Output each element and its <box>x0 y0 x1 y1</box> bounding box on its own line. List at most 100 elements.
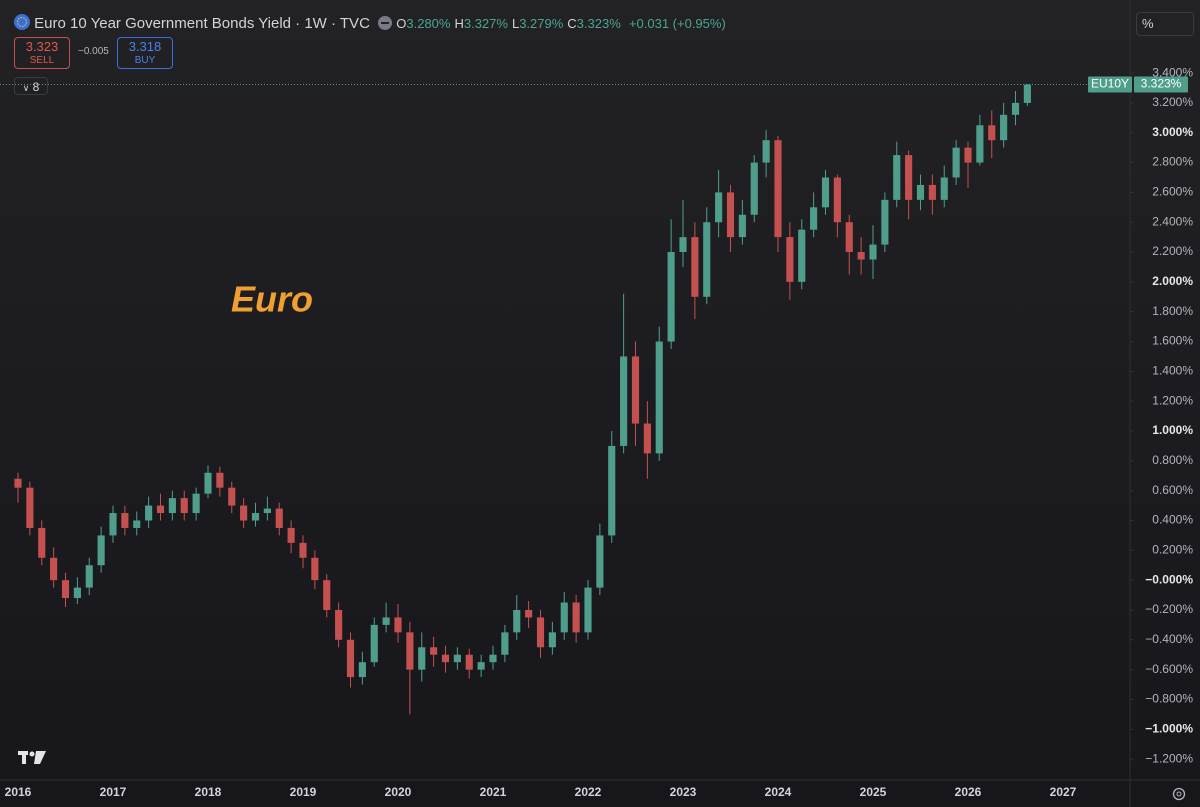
sell-label: SELL <box>29 55 55 66</box>
candle-body <box>750 162 758 215</box>
y-tick-label: 0.400% <box>1152 513 1193 527</box>
y-tick-label: −0.400% <box>1145 632 1193 646</box>
candle-body <box>275 508 283 528</box>
candle-body <box>263 508 271 514</box>
candle-body <box>370 624 378 663</box>
candle-body <box>335 609 343 640</box>
candle-body <box>584 587 592 633</box>
candle-body <box>631 356 640 424</box>
candle-body <box>833 177 841 223</box>
candle-body <box>869 244 877 260</box>
price-tag <box>1134 76 1188 93</box>
candle-body <box>38 527 46 558</box>
candle-body <box>738 214 746 238</box>
candle-body <box>145 505 153 521</box>
x-tick-label: 2020 <box>385 785 412 799</box>
candle-body <box>655 341 663 454</box>
annotation: Euro <box>231 279 313 320</box>
buy-button[interactable]: 3.318 BUY <box>117 37 173 69</box>
candle-body <box>418 647 426 670</box>
x-tick-label: 2017 <box>100 785 127 799</box>
candle-body <box>726 192 735 238</box>
ohlc-value: 3.280% <box>406 16 451 31</box>
ohlc-key: H <box>454 16 464 31</box>
price-change: +0.031 (+0.95%) <box>628 16 726 31</box>
candle-body <box>121 513 129 528</box>
candle-body <box>228 487 236 506</box>
x-tick-label: 2021 <box>480 785 507 799</box>
ohlc-key: C <box>567 16 577 31</box>
y-tick-label: 2.000% <box>1152 274 1193 288</box>
y-tick-label: 3.000% <box>1152 125 1193 139</box>
x-tick-label: 2016 <box>5 785 32 799</box>
symbol-legend: Euro 10 Year Government Bonds Yield · 1W… <box>14 12 726 32</box>
x-tick-label: 2027 <box>1050 785 1077 799</box>
candle-body <box>643 423 651 454</box>
candle-body <box>928 184 936 200</box>
candle-body <box>679 237 687 253</box>
candle-body <box>430 647 438 655</box>
y-tick-label: 0.800% <box>1152 453 1193 467</box>
candle-body <box>667 252 675 342</box>
ohlc-key: L <box>511 16 520 31</box>
euro-flag-icon <box>14 14 30 30</box>
candle-body <box>798 229 806 282</box>
sell-button[interactable]: 3.323 SELL <box>14 37 70 69</box>
candle-body <box>810 207 818 230</box>
candle-body <box>180 498 188 514</box>
candle-body <box>608 445 616 536</box>
candle-body <box>168 498 176 514</box>
sell-price: 3.323 <box>25 39 59 54</box>
y-tick-label: −0.000% <box>1145 572 1193 586</box>
y-tick-label: −0.800% <box>1145 692 1193 706</box>
candle-body <box>976 125 984 163</box>
candle-body <box>61 580 70 599</box>
symbol-tag <box>1088 76 1132 93</box>
candle-body <box>501 632 509 655</box>
candle-body <box>940 177 948 200</box>
settings-icon[interactable] <box>1172 787 1186 801</box>
candle-body <box>525 609 533 618</box>
candle-body <box>513 609 521 633</box>
candle-body <box>845 222 853 253</box>
candle-body <box>109 513 117 536</box>
candle-body <box>323 580 331 610</box>
candle-body <box>536 617 545 648</box>
candle-body <box>251 513 260 521</box>
candle-body <box>240 505 248 521</box>
candle-body <box>311 557 319 581</box>
candle-body <box>620 356 628 446</box>
candle-body <box>786 237 794 282</box>
candle-body <box>50 557 58 581</box>
x-tick-label: 2023 <box>670 785 697 799</box>
ohlc-key: O <box>396 16 407 31</box>
candle-body <box>192 493 200 514</box>
candle-body <box>299 542 307 558</box>
candle-body <box>1000 114 1008 141</box>
candle-body <box>26 487 34 528</box>
candle-body <box>952 147 960 178</box>
candle-body <box>489 654 497 663</box>
y-tick-label: −0.200% <box>1145 602 1193 616</box>
candle-body <box>548 632 556 648</box>
ohlc-value: 3.323% <box>576 16 621 31</box>
hide-icon[interactable] <box>378 16 393 30</box>
candle-body <box>453 654 461 663</box>
candle-body <box>905 155 913 200</box>
y-tick-label: 1.200% <box>1152 393 1193 407</box>
candle-body <box>964 147 972 163</box>
y-tick-label: −0.600% <box>1145 662 1193 676</box>
candle-body <box>477 662 485 670</box>
tv-logo <box>18 751 46 764</box>
unit-button[interactable]: % <box>1136 12 1194 36</box>
candle-body <box>394 617 402 633</box>
candle-body <box>346 639 355 678</box>
candle-body <box>881 199 889 245</box>
x-tick-label: 2018 <box>195 785 222 799</box>
indicators-toggle[interactable]: ∨ 8 <box>14 77 48 95</box>
candle-body <box>916 184 925 200</box>
x-tick-label: 2022 <box>575 785 602 799</box>
symbol-title: Euro 10 Year Government Bonds Yield · 1W… <box>34 15 370 32</box>
y-tick-label: 1.000% <box>1152 423 1193 437</box>
